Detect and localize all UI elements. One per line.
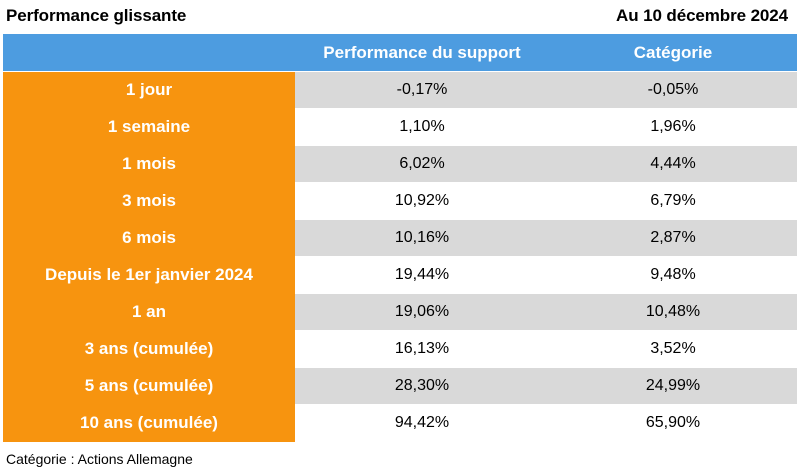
period-label: 1 semaine	[3, 108, 295, 146]
categorie-value: 24,99%	[549, 367, 797, 405]
categorie-value: 2,87%	[549, 219, 797, 257]
table-row: 10 ans (cumulée) 94,42% 65,90%	[3, 404, 797, 442]
support-value: 19,44%	[295, 256, 549, 294]
categorie-value: 3,52%	[549, 330, 797, 368]
categorie-value: 4,44%	[549, 145, 797, 183]
category-footnote: Catégorie : Actions Allemagne	[6, 451, 193, 467]
categorie-value: 6,79%	[549, 182, 797, 220]
table-row: 3 ans (cumulée) 16,13% 3,52%	[3, 330, 797, 368]
period-label: 1 mois	[3, 145, 295, 183]
period-label: 6 mois	[3, 219, 295, 257]
categorie-value: 65,90%	[549, 404, 797, 442]
support-value: 1,10%	[295, 108, 549, 146]
table-row: 6 mois 10,16% 2,87%	[3, 219, 797, 257]
support-value: 28,30%	[295, 367, 549, 405]
support-value: 10,16%	[295, 219, 549, 257]
column-header-categorie: Catégorie	[549, 34, 797, 72]
table-header-row: Performance du support Catégorie	[3, 34, 797, 72]
period-label: 3 mois	[3, 182, 295, 220]
performance-table: Performance du support Catégorie 1 jour …	[3, 34, 797, 442]
period-label: 5 ans (cumulée)	[3, 367, 295, 405]
table-row: 5 ans (cumulée) 28,30% 24,99%	[3, 367, 797, 405]
table-body: 1 jour -0,17% -0,05% 1 semaine 1,10% 1,9…	[3, 71, 797, 442]
support-value: -0,17%	[295, 71, 549, 109]
table-row: 1 jour -0,17% -0,05%	[3, 71, 797, 109]
column-header-period	[3, 34, 295, 72]
period-label: 10 ans (cumulée)	[3, 404, 295, 442]
period-label: 1 an	[3, 293, 295, 331]
date-label: Au 10 décembre 2024	[616, 6, 788, 25]
support-value: 94,42%	[295, 404, 549, 442]
page-title: Performance glissante	[6, 6, 187, 25]
column-header-support: Performance du support	[295, 34, 549, 72]
table-row: 1 mois 6,02% 4,44%	[3, 145, 797, 183]
support-value: 6,02%	[295, 145, 549, 183]
support-value: 16,13%	[295, 330, 549, 368]
period-label: 3 ans (cumulée)	[3, 330, 295, 368]
categorie-value: 9,48%	[549, 256, 797, 294]
table-row: Depuis le 1er janvier 2024 19,44% 9,48%	[3, 256, 797, 294]
support-value: 10,92%	[295, 182, 549, 220]
categorie-value: -0,05%	[549, 71, 797, 109]
header-bar: Performance glissante Au 10 décembre 202…	[0, 0, 800, 34]
table-row: 1 semaine 1,10% 1,96%	[3, 108, 797, 146]
categorie-value: 10,48%	[549, 293, 797, 331]
period-label: 1 jour	[3, 71, 295, 109]
table-row: 1 an 19,06% 10,48%	[3, 293, 797, 331]
period-label: Depuis le 1er janvier 2024	[3, 256, 295, 294]
support-value: 19,06%	[295, 293, 549, 331]
categorie-value: 1,96%	[549, 108, 797, 146]
table-row: 3 mois 10,92% 6,79%	[3, 182, 797, 220]
